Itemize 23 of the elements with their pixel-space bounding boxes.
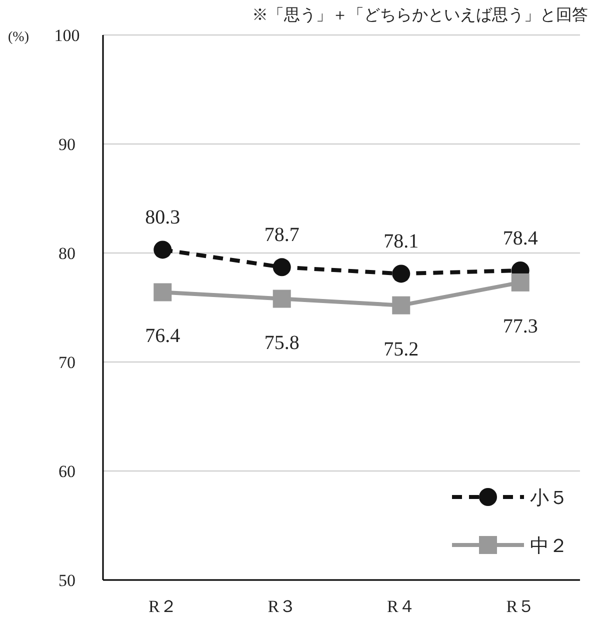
x-tick-label: R３: [268, 597, 296, 616]
data-label: 75.2: [384, 338, 419, 360]
legend-label: 小５: [530, 488, 568, 509]
point: [392, 264, 410, 283]
text: ※「思う」＋「どちらかといえば思う」と回答: [252, 7, 588, 24]
data-label: 76.4: [145, 325, 180, 348]
data-label: 78.1: [384, 230, 419, 253]
data-label: 75.8: [264, 332, 300, 354]
data-label: 80.3: [145, 206, 180, 229]
data-label: 78.7: [264, 224, 300, 246]
x-tick-label: R５: [506, 597, 535, 616]
point: [272, 290, 291, 308]
data-label: 77.3: [502, 315, 538, 338]
point: [392, 296, 410, 314]
data-label: 78.4: [502, 227, 538, 250]
x-tick-label: R２: [148, 597, 177, 616]
point: [272, 258, 291, 276]
y-axis-title: (%): [8, 30, 30, 45]
point: [154, 240, 172, 259]
point: [511, 273, 530, 292]
legend-label: 中２: [530, 536, 568, 557]
x-tick-label: R４: [386, 597, 416, 616]
point: [154, 283, 172, 302]
